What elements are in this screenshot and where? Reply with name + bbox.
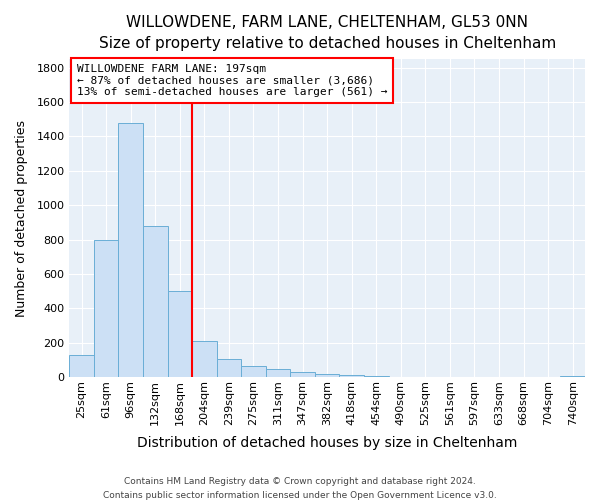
Bar <box>266 370 290 377</box>
Bar <box>315 374 340 377</box>
Bar <box>290 372 315 377</box>
Bar <box>389 376 413 377</box>
Bar <box>94 240 118 377</box>
Bar <box>70 355 94 377</box>
Y-axis label: Number of detached properties: Number of detached properties <box>15 120 28 316</box>
Bar <box>340 376 364 377</box>
Bar <box>560 376 585 377</box>
Bar <box>364 376 389 377</box>
Bar <box>192 341 217 377</box>
Text: WILLOWDENE FARM LANE: 197sqm
← 87% of detached houses are smaller (3,686)
13% of: WILLOWDENE FARM LANE: 197sqm ← 87% of de… <box>77 64 388 97</box>
Bar <box>217 359 241 377</box>
Bar <box>167 291 192 377</box>
Bar <box>118 122 143 377</box>
Bar <box>143 226 167 377</box>
Title: WILLOWDENE, FARM LANE, CHELTENHAM, GL53 0NN
Size of property relative to detache: WILLOWDENE, FARM LANE, CHELTENHAM, GL53 … <box>98 15 556 51</box>
Bar <box>241 366 266 377</box>
X-axis label: Distribution of detached houses by size in Cheltenham: Distribution of detached houses by size … <box>137 436 517 450</box>
Text: Contains HM Land Registry data © Crown copyright and database right 2024.
Contai: Contains HM Land Registry data © Crown c… <box>103 478 497 500</box>
